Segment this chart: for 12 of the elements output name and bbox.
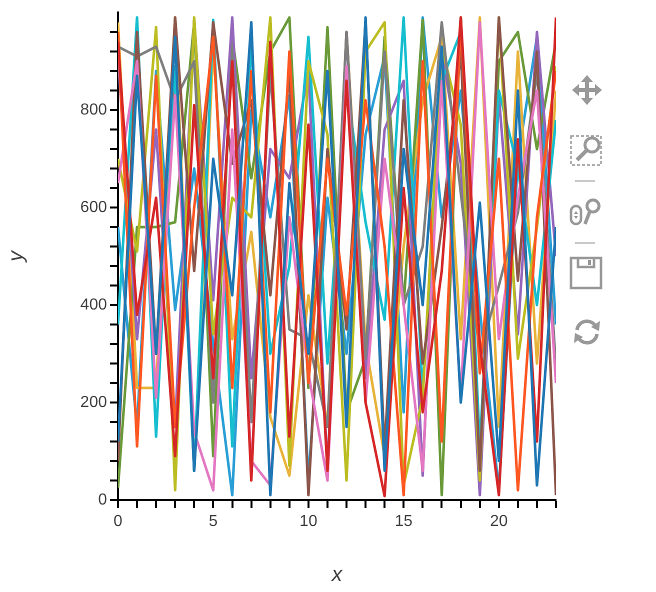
y-axis-title: y — [4, 250, 28, 264]
x-axis-title: x — [330, 563, 344, 586]
y-tick-label: 0 — [98, 491, 108, 508]
x-tick-label: 10 — [300, 513, 318, 530]
x-tick-label: 15 — [394, 513, 413, 530]
x-tick-label: 0 — [114, 513, 123, 530]
x-tick-label: 5 — [208, 513, 218, 530]
y-tick-label: 200 — [80, 394, 108, 411]
x-tick-label: 20 — [490, 513, 508, 530]
y-tick-label: 800 — [80, 101, 108, 118]
y-tick-label: 600 — [80, 198, 108, 216]
y-tick-label: 400 — [80, 296, 108, 314]
